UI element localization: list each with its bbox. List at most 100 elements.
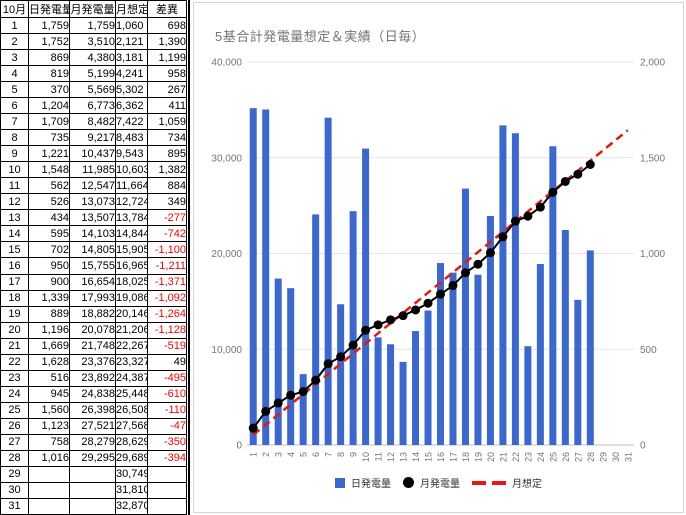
monthly-cell[interactable]: 4,380 [69, 49, 116, 67]
diff-cell[interactable]: -519 [147, 337, 187, 355]
expected-cell[interactable]: 9,543 [115, 145, 148, 163]
day-cell[interactable]: 28 [0, 449, 29, 467]
expected-cell[interactable]: 2,121 [115, 33, 148, 51]
monthly-cell[interactable]: 3,510 [69, 33, 116, 51]
daily-cell[interactable]: 1,709 [28, 113, 70, 131]
day-cell[interactable]: 11 [0, 177, 29, 195]
diff-cell[interactable]: 1,199 [147, 49, 187, 67]
day-cell[interactable]: 10 [0, 161, 29, 179]
monthly-cell[interactable]: 17,993 [69, 289, 116, 307]
expected-cell[interactable]: 10,603 [115, 161, 148, 179]
expected-cell[interactable]: 3,181 [115, 49, 148, 67]
header-difference[interactable]: 差異 [147, 0, 187, 18]
expected-cell[interactable]: 12,724 [115, 193, 148, 211]
diff-cell[interactable]: -1,092 [147, 289, 187, 307]
expected-cell[interactable]: 25,448 [115, 385, 148, 403]
day-cell[interactable]: 29 [0, 465, 29, 483]
diff-cell[interactable]: 734 [147, 129, 187, 147]
day-cell[interactable]: 31 [0, 497, 29, 515]
monthly-cell[interactable]: 8,482 [69, 113, 116, 131]
day-cell[interactable]: 22 [0, 353, 29, 371]
legend-item-dash[interactable]: 月想定 [472, 475, 542, 490]
diff-cell[interactable]: -1,264 [147, 305, 187, 323]
monthly-cell[interactable] [69, 497, 116, 515]
monthly-cell[interactable] [69, 481, 116, 499]
day-cell[interactable]: 30 [0, 481, 29, 499]
expected-cell[interactable]: 14,844 [115, 225, 148, 243]
diff-cell[interactable]: 895 [147, 145, 187, 163]
day-cell[interactable]: 2 [0, 33, 29, 51]
daily-cell[interactable]: 1,196 [28, 321, 70, 339]
monthly-cell[interactable]: 16,654 [69, 273, 116, 291]
daily-cell[interactable]: 889 [28, 305, 70, 323]
daily-cell[interactable]: 1,560 [28, 401, 70, 419]
daily-cell[interactable]: 819 [28, 65, 70, 83]
day-cell[interactable]: 18 [0, 289, 29, 307]
diff-cell[interactable]: -495 [147, 369, 187, 387]
monthly-cell[interactable]: 12,547 [69, 177, 116, 195]
day-cell[interactable]: 15 [0, 241, 29, 259]
header-month[interactable]: 10月 [0, 0, 29, 18]
monthly-cell[interactable]: 29,295 [69, 449, 116, 467]
legend-item-bar[interactable]: 日発電量 [335, 475, 391, 490]
daily-cell[interactable] [28, 481, 70, 499]
diff-cell[interactable]: 884 [147, 177, 187, 195]
diff-cell[interactable]: -110 [147, 401, 187, 419]
diff-cell[interactable]: 958 [147, 65, 187, 83]
day-cell[interactable]: 4 [0, 65, 29, 83]
day-cell[interactable]: 12 [0, 193, 29, 211]
diff-cell[interactable]: -1,100 [147, 241, 187, 259]
monthly-cell[interactable]: 11,985 [69, 161, 116, 179]
diff-cell[interactable]: -1,211 [147, 257, 187, 275]
expected-cell[interactable]: 32,870 [115, 497, 148, 515]
expected-cell[interactable]: 27,568 [115, 417, 148, 435]
day-cell[interactable]: 26 [0, 417, 29, 435]
monthly-cell[interactable]: 5,199 [69, 65, 116, 83]
expected-cell[interactable]: 7,422 [115, 113, 148, 131]
diff-cell[interactable]: 349 [147, 193, 187, 211]
diff-cell[interactable] [147, 465, 187, 483]
diff-cell[interactable]: -350 [147, 433, 187, 451]
monthly-cell[interactable]: 5,569 [69, 81, 116, 99]
day-cell[interactable]: 20 [0, 321, 29, 339]
diff-cell[interactable]: -394 [147, 449, 187, 467]
daily-cell[interactable]: 434 [28, 209, 70, 227]
expected-cell[interactable]: 15,905 [115, 241, 148, 259]
daily-cell[interactable]: 950 [28, 257, 70, 275]
expected-cell[interactable]: 31,810 [115, 481, 148, 499]
daily-cell[interactable]: 1,759 [28, 16, 70, 35]
diff-cell[interactable]: 49 [147, 353, 187, 371]
day-cell[interactable]: 19 [0, 305, 29, 323]
daily-cell[interactable]: 516 [28, 369, 70, 387]
chart-card[interactable]: 0 0 10,000 500 20,000 1,000 30,000 1,500 40,000 2… [193, 2, 684, 513]
legend-item-point[interactable]: 月発電量 [403, 475, 460, 490]
monthly-cell[interactable]: 15,755 [69, 257, 116, 275]
monthly-cell[interactable]: 27,521 [69, 417, 116, 435]
header-monthly-expected[interactable]: 月想定 [115, 0, 148, 18]
daily-cell[interactable]: 758 [28, 433, 70, 451]
expected-cell[interactable]: 16,965 [115, 257, 148, 275]
expected-cell[interactable]: 6,362 [115, 97, 148, 115]
monthly-cell[interactable]: 13,507 [69, 209, 116, 227]
day-cell[interactable]: 9 [0, 145, 29, 163]
monthly-cell[interactable]: 23,376 [69, 353, 116, 371]
expected-cell[interactable]: 18,025 [115, 273, 148, 291]
header-monthly-generation[interactable]: 月発電量 [69, 0, 116, 18]
day-cell[interactable]: 27 [0, 433, 29, 451]
expected-cell[interactable]: 11,664 [115, 177, 148, 195]
monthly-cell[interactable]: 20,078 [69, 321, 116, 339]
expected-cell[interactable]: 5,302 [115, 81, 148, 99]
daily-cell[interactable]: 1,339 [28, 289, 70, 307]
diff-cell[interactable]: -610 [147, 385, 187, 403]
monthly-cell[interactable]: 14,805 [69, 241, 116, 259]
diff-cell[interactable]: 1,382 [147, 161, 187, 179]
day-cell[interactable]: 8 [0, 129, 29, 147]
expected-cell[interactable]: 29,689 [115, 449, 148, 467]
day-cell[interactable]: 14 [0, 225, 29, 243]
day-cell[interactable]: 17 [0, 273, 29, 291]
monthly-cell[interactable]: 18,882 [69, 305, 116, 323]
expected-cell[interactable]: 22,267 [115, 337, 148, 355]
day-cell[interactable]: 23 [0, 369, 29, 387]
monthly-cell[interactable]: 14,103 [69, 225, 116, 243]
day-cell[interactable]: 1 [0, 16, 29, 35]
